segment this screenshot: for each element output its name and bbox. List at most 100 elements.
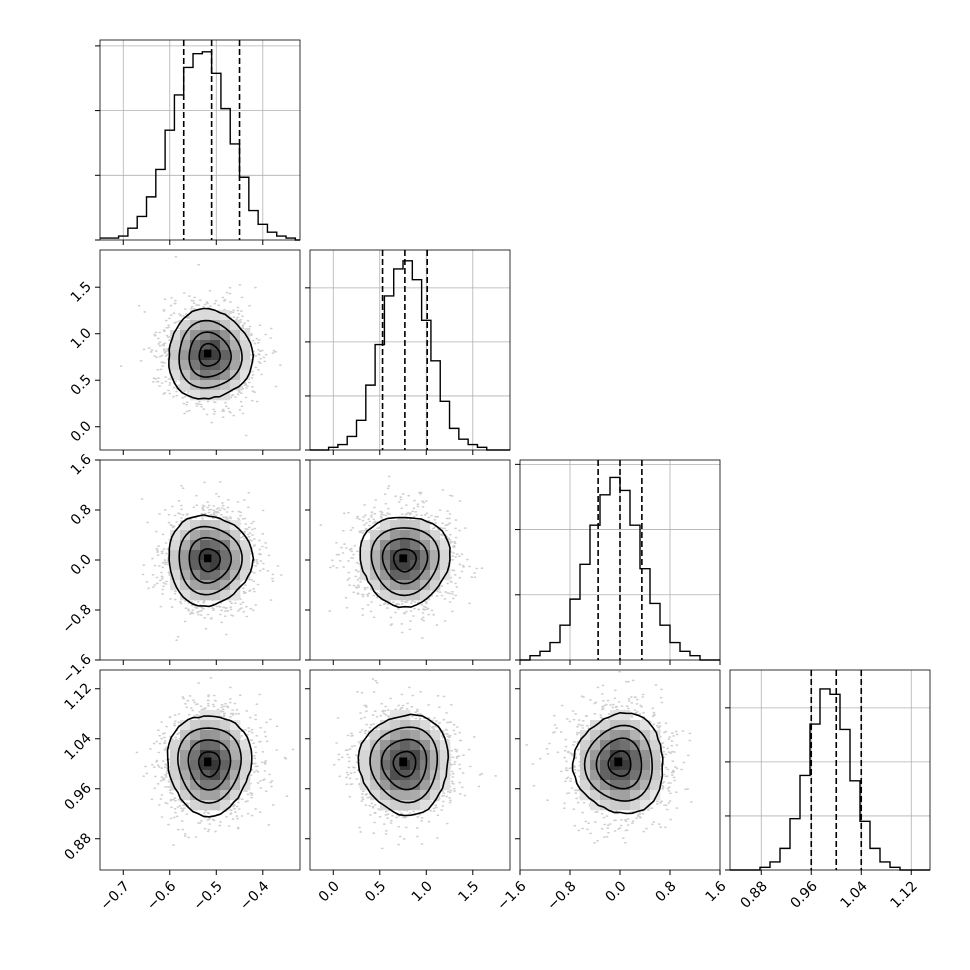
density-cell [240,370,251,381]
contour-line [198,342,221,367]
density-cell [220,580,231,591]
density-cell [230,360,241,371]
density-cell [240,560,251,571]
density-cell [190,330,201,341]
density-cell [170,370,181,381]
density-cell [240,550,251,561]
density-cell [630,770,641,781]
contour-line [392,548,418,573]
density-panel-2-1 [99,249,301,451]
density-cell [200,740,211,751]
density-cell [650,740,661,751]
density-cell [210,770,221,781]
density-cell [580,740,591,751]
density-cell [590,730,601,741]
density-cell [180,750,191,761]
density-cell [370,760,381,771]
density-cell [390,770,401,781]
density-panel-4-1 [99,669,301,871]
density-cell [170,330,181,341]
density-cell [420,770,431,781]
density-cell [230,740,241,751]
density-cell [590,770,601,781]
density-cell [440,550,451,561]
density-cell [170,760,181,771]
density-cell [180,590,191,601]
density-cell [200,710,211,721]
density-cell [380,540,391,551]
density-cell [370,750,381,761]
density-cell [230,760,241,771]
density-cell [400,730,411,741]
density-cell [190,770,201,781]
density-cell [240,570,251,581]
density-cell [190,720,201,731]
x-tick-label: 0.88 [738,878,771,911]
density-cell [200,370,211,381]
density-cell [200,750,211,761]
density-cell [220,550,231,561]
density-cell [210,390,221,401]
density-cell [210,560,221,571]
density-cell [630,720,641,731]
density-cell [580,790,591,801]
density-cell [580,780,591,791]
density-cell [380,560,391,571]
density-cell [610,740,621,751]
density-cell [390,590,401,601]
density-cell [210,800,221,811]
density-cell [420,730,431,741]
density-cell [200,790,211,801]
histogram-step [730,688,930,871]
x-tick-label: 1.12 [888,878,921,911]
x-tick-label: −0.4 [237,878,272,913]
density-cell [420,760,431,771]
density-cell [640,790,651,801]
density-cell [410,590,421,601]
density-peak [614,757,623,767]
density-cell [410,720,421,731]
density-cell [410,560,421,571]
density-cell [200,730,211,741]
density-cell [400,770,411,781]
density-cell [240,750,251,761]
density-cell [390,740,401,751]
density-cell [430,530,441,541]
density-cell [580,770,591,781]
contour-line [168,307,255,400]
density-cell [390,800,401,811]
density-cell [180,740,191,751]
density-cell [220,320,231,331]
density-cell [380,520,391,531]
density-cell [590,750,601,761]
density-cell [440,750,451,761]
density-cell [210,590,221,601]
density-cell [420,570,431,581]
density-panel-4-2 [309,669,511,871]
x-tick-label: 0.8 [653,878,680,905]
density-cell [390,720,401,731]
panel-frame [99,249,301,451]
density-cell [610,750,621,761]
density-cell [590,740,601,751]
density-cell [390,760,401,771]
density-cell [220,370,231,381]
density-cell [610,800,621,811]
density-cell [590,780,601,791]
density-cell [610,790,621,801]
density-panel-3-1 [99,459,301,661]
density-cell [400,580,411,591]
density-cell [190,790,201,801]
density-cell [630,760,641,771]
x-tick-label: 1.6 [703,878,730,905]
density-cell [190,390,201,401]
density-cell [600,770,611,781]
density-cell [190,370,201,381]
density-cell [600,720,611,731]
density-cell [420,590,431,601]
density-cell [410,570,421,581]
density-cell [210,740,221,751]
density-cell [360,750,371,761]
density-cell [380,780,391,791]
density-cell [410,770,421,781]
